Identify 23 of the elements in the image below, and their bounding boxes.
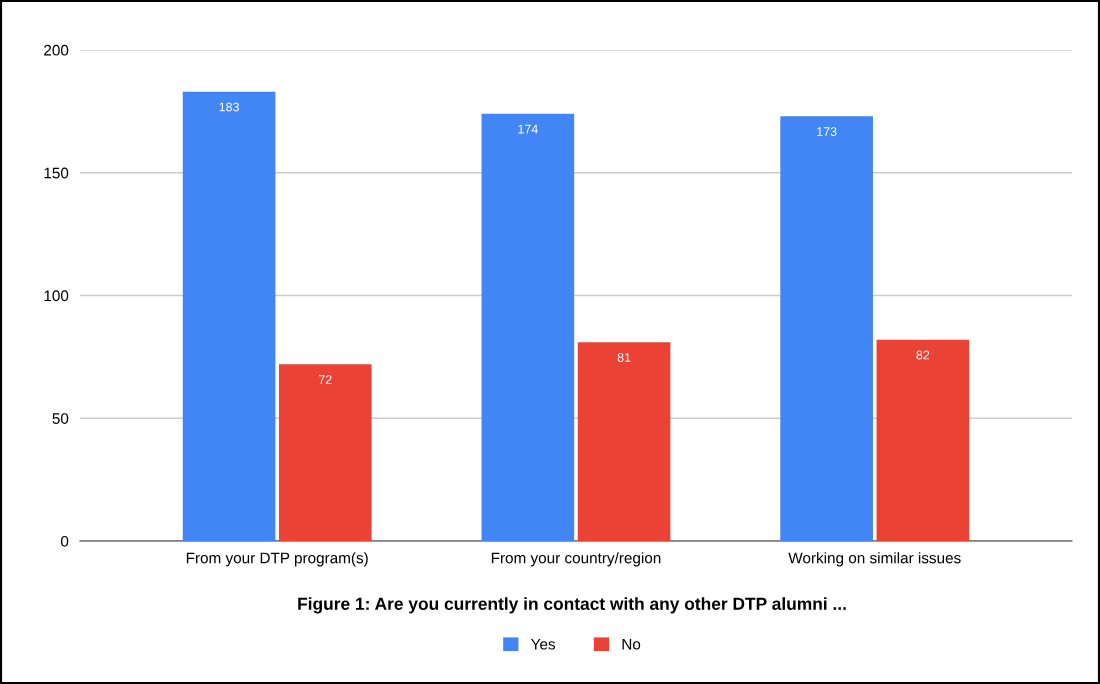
y-tick-label: 150 xyxy=(44,167,69,179)
legend-label: Yes xyxy=(531,638,556,650)
y-tick-label: 100 xyxy=(44,290,69,302)
y-tick-label: 200 xyxy=(44,44,69,56)
bar xyxy=(780,116,873,542)
data-label: 174 xyxy=(518,124,538,134)
bar xyxy=(481,113,575,542)
bar xyxy=(278,364,372,542)
bar xyxy=(577,342,671,542)
bar xyxy=(876,339,970,542)
bar xyxy=(182,91,276,542)
x-tick-label: Working on similar issues xyxy=(788,552,961,567)
legend-label: No xyxy=(622,638,641,650)
x-tick-label: From your DTP program(s) xyxy=(186,552,368,567)
text: Figure 1: Are you currently in contact with any other DTP alumni ... xyxy=(298,597,846,614)
data-label: 183 xyxy=(219,102,239,112)
data-label: 81 xyxy=(617,353,631,362)
data-label: 82 xyxy=(916,350,930,360)
y-tick-label: 50 xyxy=(52,413,69,424)
data-label: 173 xyxy=(817,127,837,136)
y-tick-label: 0 xyxy=(60,535,69,547)
data-label: 72 xyxy=(318,375,332,384)
x-tick-label: From your country/region xyxy=(491,552,661,567)
